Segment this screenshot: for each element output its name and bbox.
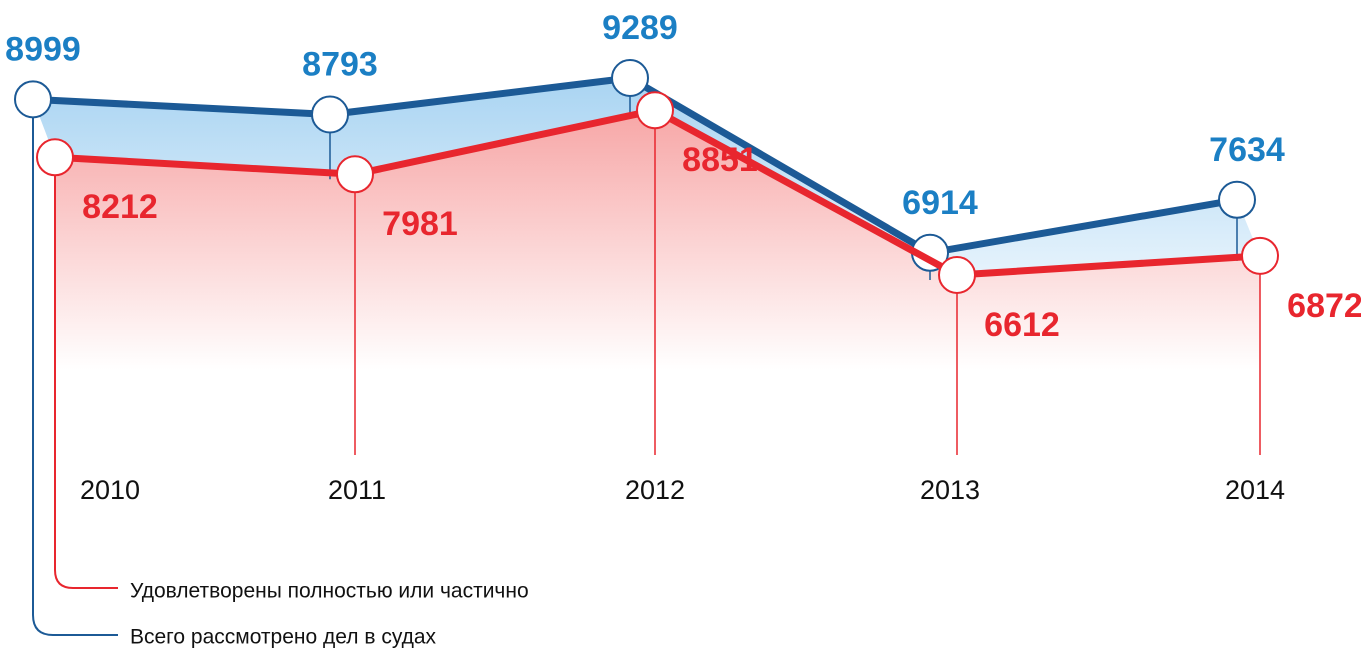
point bbox=[938, 256, 976, 294]
x-tick-label: 2011 bbox=[328, 475, 386, 505]
value-label: 9289 bbox=[602, 9, 678, 47]
point bbox=[14, 80, 52, 119]
value-label: 7981 bbox=[382, 205, 458, 243]
x-tick-label: 2010 bbox=[80, 475, 140, 505]
point bbox=[636, 91, 674, 130]
point bbox=[611, 59, 649, 97]
value-label: 8212 bbox=[82, 188, 158, 226]
legend-connector bbox=[32, 99, 118, 636]
value-label: 7634 bbox=[1209, 131, 1285, 169]
x-tick-label: 2012 bbox=[625, 475, 685, 505]
point bbox=[1241, 236, 1279, 275]
value-label: 8851 bbox=[682, 141, 758, 179]
value-label: 6612 bbox=[984, 306, 1060, 344]
point bbox=[311, 95, 349, 134]
legend-label: Удовлетворены полностью или частично bbox=[130, 580, 529, 603]
point bbox=[1218, 180, 1256, 219]
legend-label: Всего рассмотрено дел в судах bbox=[130, 626, 437, 649]
point bbox=[336, 155, 374, 194]
value-label: 8793 bbox=[302, 45, 378, 83]
x-tick-label: 2014 bbox=[1225, 475, 1285, 505]
value-label: 6872 bbox=[1287, 287, 1361, 325]
value-label: 8999 bbox=[5, 30, 81, 68]
x-tick-label: 2013 bbox=[920, 475, 980, 505]
point bbox=[36, 138, 74, 177]
legend-connector bbox=[54, 157, 118, 589]
value-label: 6914 bbox=[902, 184, 978, 222]
